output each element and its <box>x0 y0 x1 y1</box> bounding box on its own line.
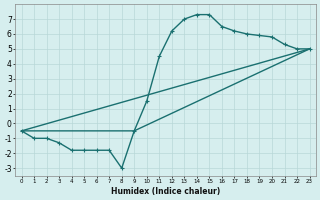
X-axis label: Humidex (Indice chaleur): Humidex (Indice chaleur) <box>111 187 220 196</box>
